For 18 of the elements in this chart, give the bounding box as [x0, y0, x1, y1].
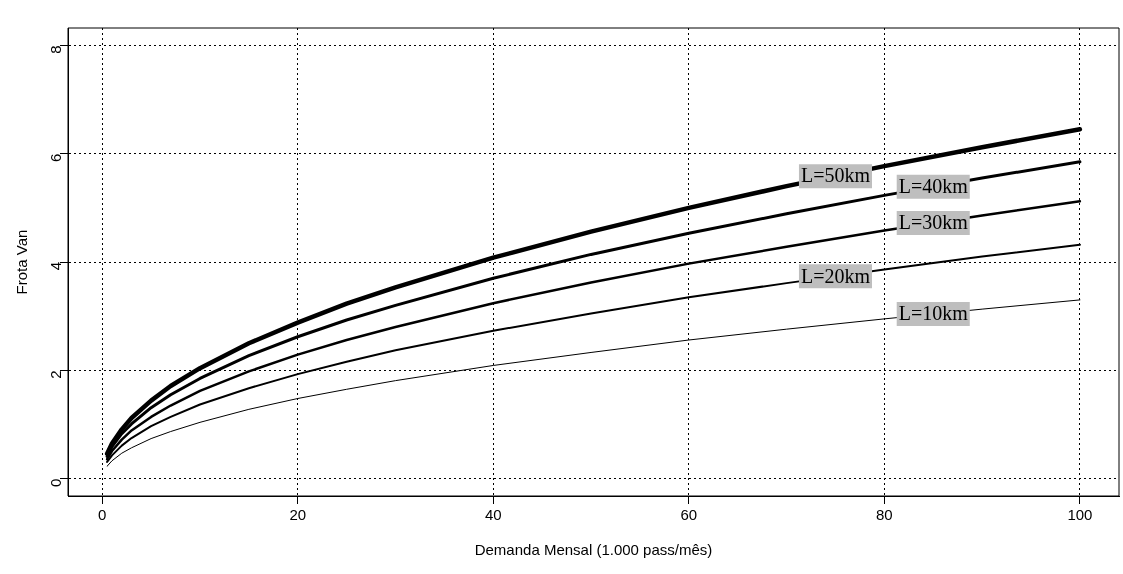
y-tick-label: 4: [47, 262, 65, 271]
x-tick-label: 60: [680, 506, 698, 524]
series-label: L=20km: [800, 264, 871, 287]
y-tick-label: 0: [47, 478, 65, 488]
y-tick-label: 6: [47, 153, 65, 163]
x-tick-label: 100: [1067, 506, 1093, 524]
series-label: L=40km: [898, 174, 969, 197]
y-axis-title: Frota Van: [13, 229, 31, 295]
x-tick-label: 40: [484, 506, 502, 524]
x-tick-label: 20: [289, 506, 307, 524]
y-tick-label: 8: [47, 45, 65, 54]
x-tick-label: 0: [98, 506, 107, 524]
x-axis-title: Demanda Mensal (1.000 pass/mês): [474, 541, 713, 559]
series-label: L=30km: [898, 211, 969, 234]
series-label: L=10km: [898, 302, 969, 325]
series-label: L=50km: [800, 164, 871, 187]
x-tick-label: 80: [876, 506, 893, 524]
y-tick-label: 2: [47, 370, 65, 379]
